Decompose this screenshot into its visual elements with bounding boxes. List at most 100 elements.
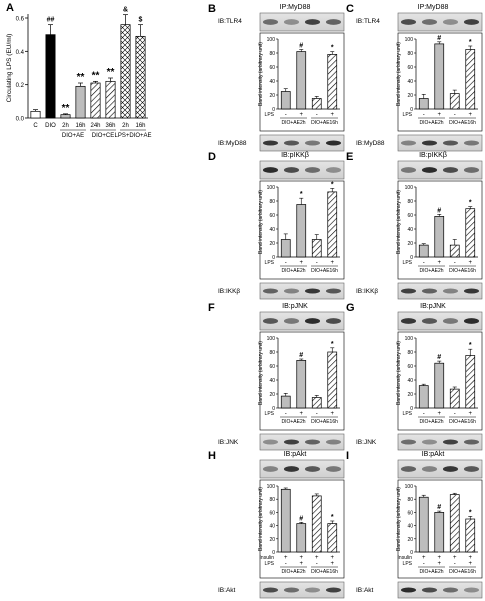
bar — [280, 488, 291, 553]
ip-label: IB:pJNK — [420, 303, 446, 310]
bar — [327, 191, 338, 258]
bar — [120, 24, 131, 119]
blot-band — [463, 439, 480, 445]
y-axis-label: Band intensity (arbitrary unit) — [258, 190, 264, 254]
y-tick-label: 20 — [269, 241, 275, 247]
x-tick-label: 2h — [62, 123, 69, 129]
bar — [311, 239, 322, 258]
bar — [135, 35, 146, 119]
western-blot-top — [259, 311, 345, 331]
panel-letter: I — [346, 450, 349, 462]
blot-band — [442, 288, 459, 294]
y-tick-label: 100 — [405, 185, 414, 191]
row-label-lps: LPS — [265, 260, 275, 266]
y-tick-label: 0.6 — [16, 17, 25, 23]
western-blot-top — [397, 459, 483, 479]
bar — [296, 51, 307, 110]
bar — [418, 385, 429, 409]
treatment-sign: - — [423, 411, 425, 417]
ip-label: IB:pAkt — [284, 451, 307, 458]
bar — [280, 239, 291, 258]
blot-band — [304, 466, 321, 472]
blot-band — [400, 318, 417, 324]
western-blot-top — [259, 160, 345, 180]
treatment-sign: - — [285, 112, 287, 118]
blot-band — [283, 288, 300, 294]
blot-band — [325, 140, 342, 146]
y-tick-label: 20 — [269, 392, 275, 398]
bar — [327, 54, 338, 110]
group-label: DIO+AE16h — [449, 268, 476, 274]
treatment-sign: + — [468, 411, 472, 417]
y-tick-label: 60 — [269, 364, 275, 370]
panel-letter: F — [208, 302, 215, 314]
row-label-lps: LPS — [403, 561, 413, 567]
y-axis-label: Band intensity (arbitrary unit) — [396, 487, 402, 551]
ip-label: IB:pIKKβ — [281, 152, 309, 159]
significance-mark: * — [331, 45, 334, 52]
treatment-sign: - — [423, 112, 425, 118]
significance-mark: # — [299, 515, 303, 522]
blot-band — [421, 439, 438, 445]
blot-band — [463, 288, 480, 294]
blot-band — [262, 466, 279, 472]
blot-band — [262, 439, 279, 445]
y-axis-label: Circulating LPS (EU/ml) — [6, 34, 13, 103]
treatment-sign: + — [453, 555, 457, 561]
blot-band — [400, 288, 417, 294]
treatment-sign: - — [454, 411, 456, 417]
blot-band — [421, 318, 438, 324]
ib-bottom-label: IB:Akt — [218, 587, 236, 594]
blot-band — [304, 167, 321, 173]
chart-frame — [259, 32, 345, 132]
y-tick-label: 20 — [269, 537, 275, 543]
significance-mark: * — [331, 341, 334, 348]
treatment-sign: - — [316, 411, 318, 417]
row-label-lps: LPS — [403, 411, 413, 417]
y-tick-label: 40 — [407, 227, 413, 233]
y-tick-label: 60 — [407, 213, 413, 219]
y-tick-label: 100 — [405, 336, 414, 342]
y-axis-label: Band intensity (arbitrary unit) — [258, 341, 264, 405]
blot-band — [325, 439, 342, 445]
row-label-lps: LPS — [265, 112, 275, 118]
bar — [30, 110, 41, 119]
y-tick-label: 40 — [269, 524, 275, 530]
x-tick-label: 24h — [90, 123, 100, 129]
y-tick-label: 100 — [267, 484, 276, 490]
western-blot-bottom — [259, 581, 345, 599]
treatment-sign: - — [454, 112, 456, 118]
y-tick-label: 100 — [405, 484, 414, 490]
ib-bottom-label: IB:JNK — [356, 439, 377, 446]
blot-band — [442, 318, 459, 324]
blot-band — [442, 466, 459, 472]
y-tick-label: 80 — [407, 51, 413, 57]
y-tick-label: 80 — [407, 199, 413, 205]
blot-band — [400, 167, 417, 173]
treatment-sign: + — [330, 112, 334, 118]
group-label: DIO+AE2h — [281, 120, 305, 126]
significance-mark: * — [469, 509, 472, 516]
blot-band — [463, 318, 480, 324]
bar — [418, 98, 429, 110]
y-tick-label: 100 — [267, 185, 276, 191]
group-label: DIO+AE2h — [281, 268, 305, 274]
significance-mark: * — [331, 514, 334, 521]
blot-band — [283, 19, 300, 25]
treatment-sign: + — [437, 561, 441, 567]
blot-band — [304, 19, 321, 25]
bar — [296, 204, 307, 258]
blot-band — [325, 466, 342, 472]
y-tick-label: 80 — [407, 497, 413, 503]
y-tick-label: 40 — [407, 79, 413, 85]
y-tick-label: 0.0 — [16, 117, 25, 123]
bar — [434, 216, 445, 258]
group-label: DIO+AE16h — [311, 120, 338, 126]
western-blot-bottom — [397, 134, 483, 152]
ib-bottom-label: IB:Akt — [356, 587, 374, 594]
bar — [434, 512, 445, 553]
x-tick-label: 36h — [105, 123, 115, 129]
ip-label: IB:pAkt — [422, 451, 445, 458]
bar — [105, 80, 116, 119]
y-tick-label: 60 — [407, 364, 413, 370]
